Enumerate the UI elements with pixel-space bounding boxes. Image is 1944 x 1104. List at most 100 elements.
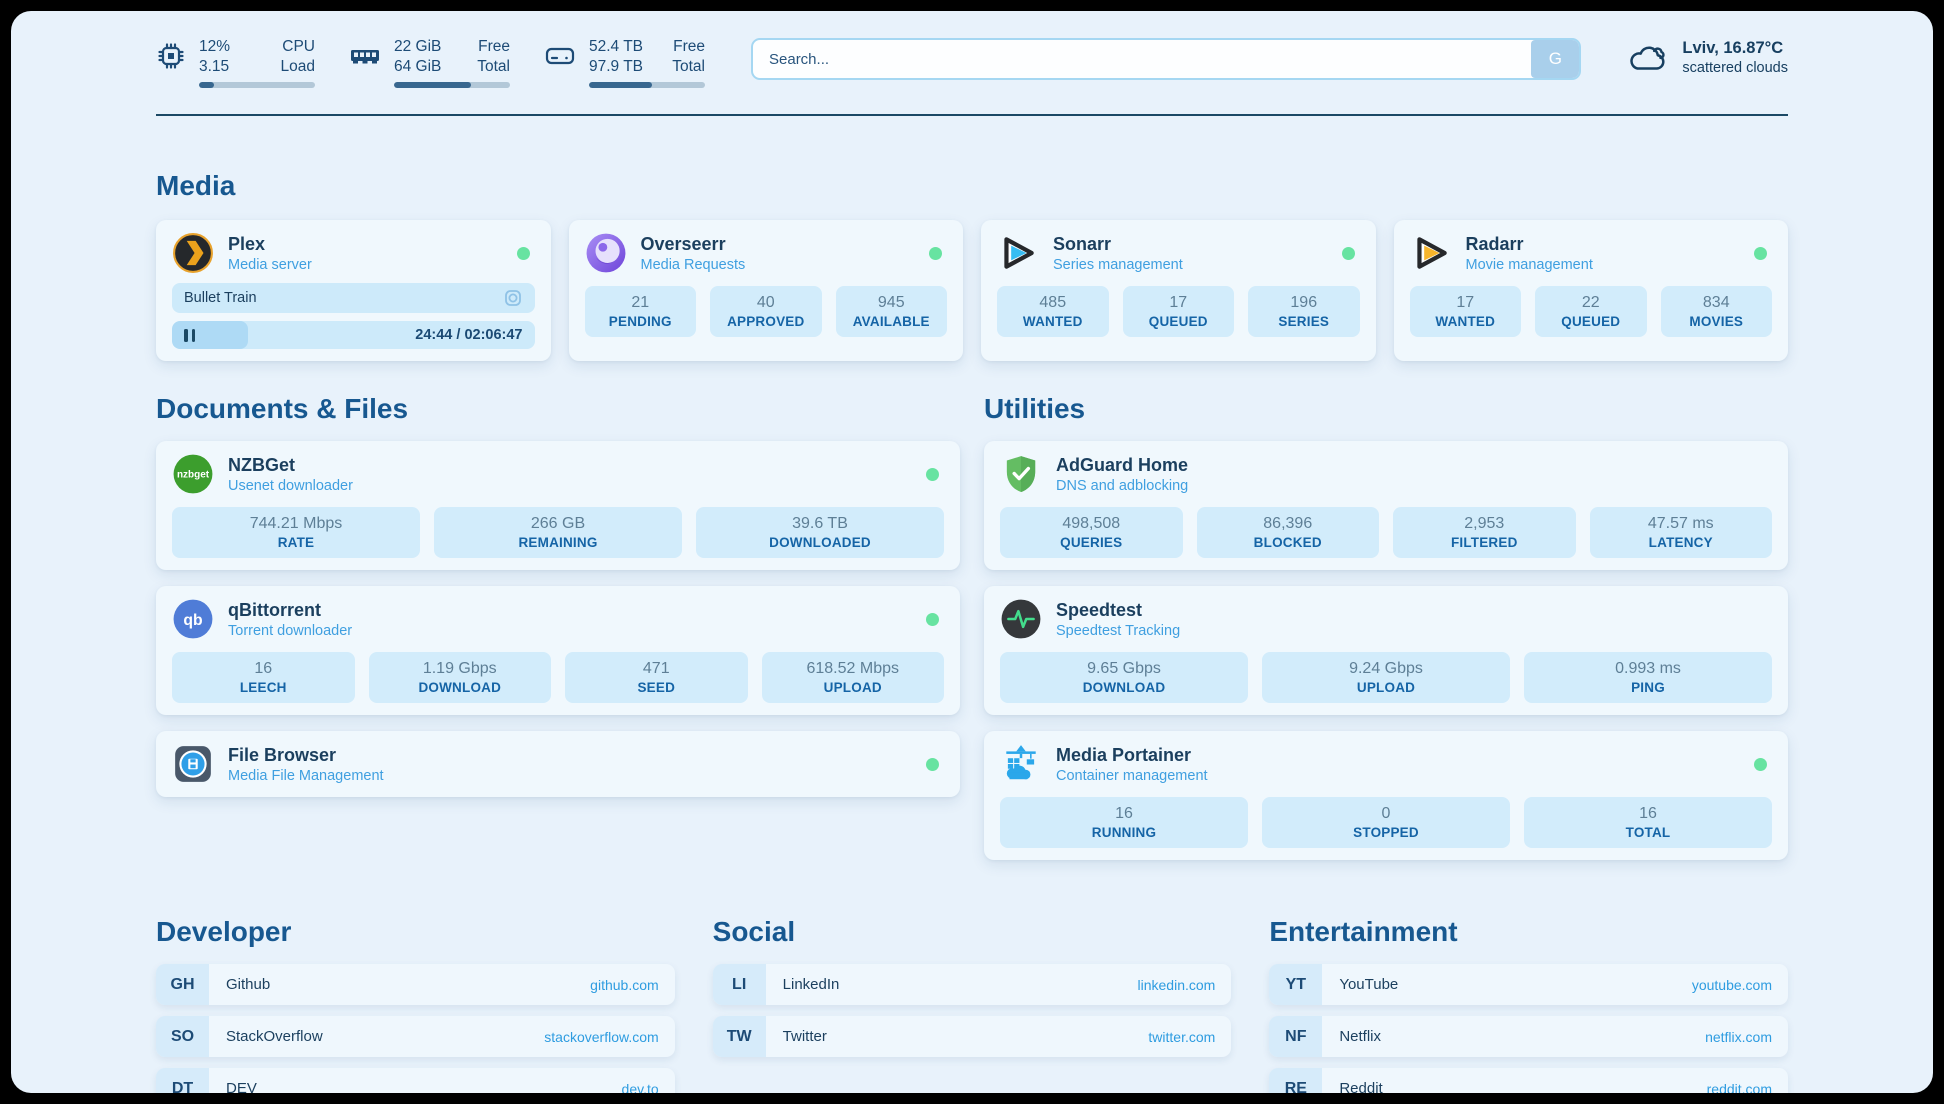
qbittorrent-card[interactable]: qb qBittorrent Torrent downloader 16 LEEC… — [156, 586, 960, 716]
qbittorrent-logo-icon: qb — [172, 598, 214, 640]
stat-download: 9.65 Gbps DOWNLOAD — [1000, 652, 1248, 704]
bookmark-reddit[interactable]: RE Reddit reddit.com — [1269, 1068, 1788, 1093]
memory-progress-bar — [394, 82, 510, 89]
stat-approved: 40 APPROVED — [710, 286, 822, 338]
radarr-logo-icon — [1410, 232, 1452, 274]
bookmark-group-social: Social LI LinkedIn linkedin.com TW Twitt… — [712, 916, 1232, 1093]
cloud-icon — [1630, 46, 1666, 70]
bookmark-name: Github — [226, 976, 271, 994]
disk-progress-bar — [589, 82, 705, 89]
plex-card[interactable]: Plex Media server Bullet Train 24:44 / 0 — [156, 220, 551, 362]
bookmark-youtube[interactable]: YT YouTube youtube.com — [1269, 964, 1788, 1006]
service-subtitle: Torrent downloader — [228, 622, 353, 639]
stat-filtered: 2,953 FILTERED — [1393, 507, 1576, 559]
bookmark-name: Twitter — [782, 1028, 827, 1046]
stat-pending: 21 PENDING — [584, 286, 696, 338]
sonarr-card[interactable]: Sonarr Series management 485 WANTED 17 QUE… — [981, 220, 1376, 362]
service-subtitle: DNS and adblocking — [1056, 477, 1189, 494]
bookmark-url: twitter.com — [1148, 1028, 1216, 1045]
filebrowser-card[interactable]: File Browser Media File Management — [156, 731, 960, 798]
disk-icon — [545, 47, 575, 65]
plex-logo-icon — [172, 232, 214, 274]
svg-text:qb: qb — [183, 612, 202, 629]
bookmark-name: Netflix — [1339, 1028, 1382, 1046]
bookmark-url: reddit.com — [1706, 1080, 1772, 1093]
overseerr-logo-icon — [585, 232, 627, 274]
stat-queued: 22 QUEUED — [1535, 286, 1647, 338]
radarr-card[interactable]: Radarr Movie management 17 WANTED 22 QUEUE… — [1393, 220, 1788, 362]
cpu-widget: 12% 3.15 CPU Load — [156, 37, 315, 89]
adguard-card[interactable]: AdGuard Home DNS and adblocking 498,508 Q… — [984, 441, 1788, 571]
disk-total-label: Total — [672, 58, 705, 76]
bookmark-url: github.com — [590, 976, 659, 993]
search-input[interactable] — [753, 50, 1532, 68]
stat-running: 16 RUNNING — [1000, 797, 1248, 849]
stat-leech: 16 LEECH — [172, 652, 355, 704]
bookmark-github[interactable]: GH Github github.com — [156, 964, 675, 1006]
stat-blocked: 86,396 BLOCKED — [1196, 507, 1379, 559]
stat-ping: 0.993 ms PING — [1524, 652, 1772, 704]
svg-text:nzbget: nzbget — [177, 470, 210, 481]
bookmark-abbr: SO — [156, 1016, 209, 1058]
playback-time: 24:44 / 02:06:47 — [415, 327, 523, 344]
service-title: Radarr — [1465, 233, 1524, 254]
bookmark-stackoverflow[interactable]: SO StackOverflow stackoverflow.com — [156, 1016, 675, 1058]
service-subtitle: Movie management — [1465, 256, 1593, 273]
google-search-button[interactable]: G — [1531, 40, 1580, 78]
bookmark-netflix[interactable]: NF Netflix netflix.com — [1269, 1016, 1788, 1058]
video-icon — [504, 290, 521, 307]
service-title: Speedtest — [1056, 599, 1143, 620]
stat-total: 16 TOTAL — [1524, 797, 1772, 849]
developer-section-title: Developer — [156, 916, 292, 948]
stat-series: 196 SERIES — [1248, 286, 1360, 338]
bookmark-abbr: LI — [712, 964, 766, 1006]
service-title: Media Portainer — [1056, 744, 1192, 765]
disk-free-label: Free — [673, 38, 705, 55]
service-subtitle: Media server — [228, 256, 312, 273]
service-subtitle: Series management — [1053, 256, 1183, 273]
now-playing-title: Bullet Train — [172, 283, 535, 314]
disk-widget: 52.4 TB 97.9 TB Free Total — [544, 37, 705, 89]
service-title: qBittorrent — [228, 599, 321, 620]
weather-condition: scattered clouds — [1682, 60, 1788, 76]
bookmark-dev[interactable]: DT DEV dev.to — [156, 1068, 675, 1093]
cpu-progress-bar — [199, 82, 315, 89]
bookmark-name: YouTube — [1339, 976, 1399, 994]
status-indicator — [1754, 757, 1767, 771]
service-subtitle: Speedtest Tracking — [1056, 622, 1181, 639]
bookmark-group-entertainment: Entertainment YT YouTube youtube.com NF … — [1269, 916, 1788, 1093]
stat-download: 1.19 Gbps DOWNLOAD — [368, 652, 551, 704]
stat-available: 945 AVAILABLE — [835, 286, 947, 338]
media-section-title: Media — [156, 170, 236, 202]
portainer-card[interactable]: Media Portainer Container management 16 R… — [984, 731, 1788, 861]
bookmark-twitter[interactable]: TW Twitter twitter.com — [712, 1016, 1232, 1058]
utilities-column: Utilities AdGuard Home — [984, 393, 1788, 861]
bookmark-url: stackoverflow.com — [544, 1028, 659, 1045]
stat-wanted: 485 WANTED — [997, 286, 1109, 338]
stat-remaining: 266 GB REMAINING — [434, 507, 682, 559]
portainer-logo-icon — [1000, 743, 1042, 785]
playback-progress-bar: 24:44 / 02:06:47 — [172, 321, 535, 350]
bookmark-group-developer: Developer GH Github github.com SO StackO… — [156, 916, 675, 1093]
speedtest-card[interactable]: Speedtest Speedtest Tracking 9.65 Gbps DO… — [984, 586, 1788, 716]
stat-wanted: 17 WANTED — [1409, 286, 1521, 338]
weather-location: Lviv, 16.87°C — [1682, 39, 1784, 57]
bookmark-linkedin[interactable]: LI LinkedIn linkedin.com — [712, 964, 1232, 1006]
overseerr-card[interactable]: Overseerr Media Requests 21 PENDING 40 APP… — [568, 220, 963, 362]
ram-icon — [351, 50, 379, 64]
adguard-logo-icon — [1000, 453, 1042, 495]
memory-total-label: Total — [477, 58, 510, 76]
stat-seed: 471 SEED — [565, 652, 748, 704]
service-title: AdGuard Home — [1056, 454, 1189, 475]
weather-widget: Lviv, 16.87°C scattered clouds — [1627, 39, 1788, 76]
service-title: Plex — [228, 233, 266, 254]
status-indicator — [1754, 246, 1767, 260]
stat-queries: 498,508 QUERIES — [1000, 507, 1183, 559]
load-label: Load — [280, 58, 315, 76]
bookmark-abbr: TW — [712, 1016, 766, 1058]
top-bar: 12% 3.15 CPU Load — [156, 37, 1788, 89]
nzbget-logo-icon: nzbget — [172, 453, 214, 495]
stat-movies: 834 MOVIES — [1660, 286, 1772, 338]
documents-column: Documents & Files nzbget NZBGet U — [156, 393, 960, 860]
nzbget-card[interactable]: nzbget NZBGet Usenet downloader 744.21 M… — [156, 441, 960, 571]
